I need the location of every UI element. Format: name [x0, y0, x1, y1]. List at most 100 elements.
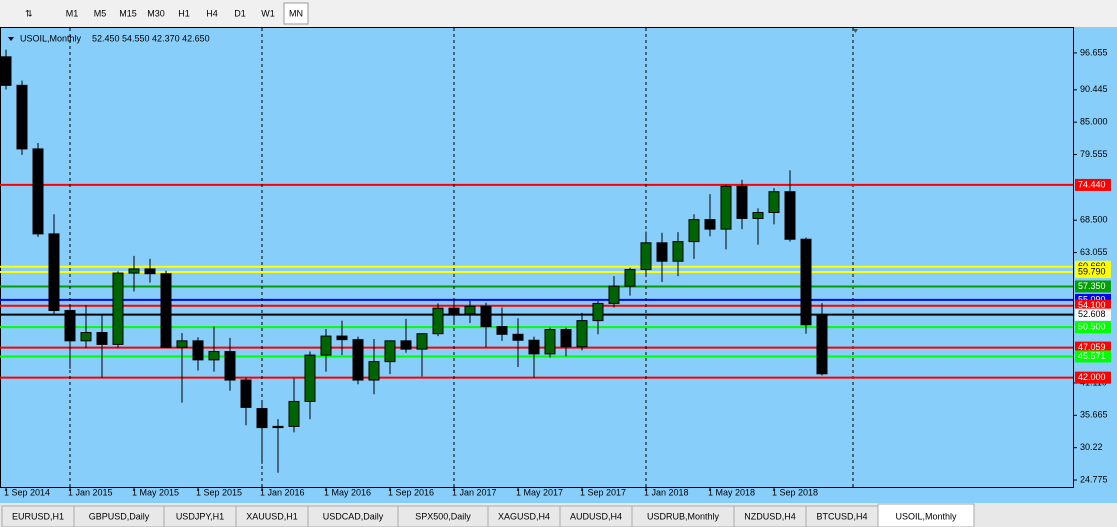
- tab-label[interactable]: NZDUSD,H4: [744, 511, 796, 521]
- price-level-label: 45.571: [1078, 351, 1106, 361]
- price-level-label: 42.000: [1078, 372, 1106, 382]
- candle-body: [768, 191, 780, 213]
- y-tick-label: 35.665: [1080, 410, 1108, 420]
- candle-body: [624, 269, 636, 287]
- price-level-label: 50.500: [1078, 322, 1106, 332]
- candle-body: [288, 400, 300, 427]
- candle-body: [576, 320, 588, 348]
- candle-body: [256, 408, 268, 429]
- candle-body: [432, 307, 444, 335]
- candle-body: [800, 238, 812, 326]
- timeframe-button[interactable]: M15: [119, 8, 137, 18]
- candle-body: [112, 272, 124, 345]
- x-tick-label: 1 Sep 2015: [196, 487, 242, 497]
- candle-body: [400, 340, 412, 350]
- candle-body: [784, 191, 796, 240]
- y-tick-label: 90.445: [1080, 84, 1108, 94]
- candle-body: [368, 361, 380, 381]
- shift-marker: [853, 29, 858, 33]
- tab-label[interactable]: AUDUSD,H4: [570, 511, 622, 521]
- price-level-tag: [1075, 178, 1111, 191]
- candle-body: [352, 339, 364, 381]
- plot-border: [0, 27, 1074, 488]
- price-level-label: 74.440: [1078, 179, 1106, 189]
- x-tick-label: 1 Sep 2014: [4, 487, 50, 497]
- x-tick-label: 1 May 2017: [516, 487, 563, 497]
- tab-label[interactable]: USDRUB,Monthly: [647, 511, 720, 521]
- candle-body: [320, 335, 332, 356]
- tab-label[interactable]: EURUSD,H1: [12, 511, 64, 521]
- candle-body: [208, 351, 220, 361]
- timeframe-button[interactable]: D1: [234, 8, 246, 18]
- candle-body: [640, 242, 652, 271]
- y-tick-label: 79.555: [1080, 149, 1108, 159]
- candle-body: [672, 241, 684, 262]
- candle-body: [608, 285, 620, 304]
- tab-label[interactable]: XAGUSD,H4: [498, 511, 550, 521]
- tab-label[interactable]: SPX500,Daily: [415, 511, 471, 521]
- tab-label[interactable]: XAUUSD,H1: [246, 511, 298, 521]
- y-tick-label: 30.22: [1080, 442, 1103, 452]
- candle-body: [240, 379, 252, 408]
- timeframe-button[interactable]: W1: [261, 8, 275, 18]
- x-tick-label: 1 Sep 2018: [772, 487, 818, 497]
- price-level-tag: [1075, 350, 1111, 363]
- price-level-tag: [1075, 371, 1111, 384]
- tab-active[interactable]: [877, 503, 975, 527]
- timeframe-button[interactable]: H4: [206, 8, 218, 18]
- toolbar-button-active: [283, 2, 309, 25]
- candle-body: [304, 354, 316, 402]
- tab-label[interactable]: USDCAD,Daily: [323, 511, 384, 521]
- candle-body: [752, 211, 764, 219]
- price-level-tag: [1075, 280, 1111, 293]
- timeframe-button[interactable]: M1: [66, 8, 79, 18]
- x-tick-label: 1 Jan 2015: [68, 487, 113, 497]
- candle-body: [544, 329, 556, 355]
- tab-label[interactable]: USOIL,Monthly: [895, 511, 957, 521]
- price-level-tag: [1075, 321, 1111, 334]
- candle-body: [688, 219, 700, 243]
- timeframe-button[interactable]: MN: [289, 8, 303, 18]
- tab-label[interactable]: GBPUSD,Daily: [89, 511, 150, 521]
- tab-label[interactable]: USDJPY,H1: [176, 511, 224, 521]
- candle-body: [48, 233, 60, 312]
- x-tick-label: 1 May 2018: [708, 487, 755, 497]
- candle-body: [224, 351, 236, 381]
- x-tick-label: 1 Jan 2016: [260, 487, 305, 497]
- tool-icon[interactable]: ⇅: [25, 8, 33, 18]
- candle-body: [528, 339, 540, 355]
- y-tick-label: 85.000: [1080, 117, 1108, 127]
- candle-body: [464, 305, 476, 315]
- candle-body: [816, 315, 828, 375]
- price-level-label: 54.100: [1078, 300, 1106, 310]
- ohlc-label: 52.450 54.550 42.370 42.650: [92, 33, 210, 43]
- timeframe-button[interactable]: H1: [178, 8, 190, 18]
- toolbar: [0, 0, 1117, 27]
- price-level-label: 47.059: [1078, 342, 1106, 352]
- x-tick-label: 1 Jan 2017: [452, 487, 497, 497]
- candle-body: [336, 335, 348, 341]
- candle-body: [32, 148, 44, 235]
- candle-body: [656, 242, 668, 262]
- chart-background: [0, 27, 1117, 503]
- tab-label[interactable]: BTCUSD,H4: [816, 511, 867, 521]
- candle-body: [0, 56, 12, 86]
- candle-body: [176, 340, 188, 348]
- x-tick-label: 1 Sep 2017: [580, 487, 626, 497]
- candle-body: [192, 340, 204, 361]
- y-tick-label: 24.775: [1080, 474, 1108, 484]
- x-tick-label: 1 May 2016: [324, 487, 371, 497]
- price-level-tag: [1075, 265, 1111, 278]
- x-tick-label: 1 May 2015: [132, 487, 179, 497]
- candle-body: [720, 185, 732, 230]
- symbol-label: USOIL,Monthly: [20, 33, 82, 43]
- candle-body: [560, 329, 572, 348]
- candle-body: [704, 219, 716, 230]
- candle-body: [80, 332, 92, 342]
- price-level-label: 55.090: [1078, 294, 1106, 304]
- timeframe-button[interactable]: M5: [94, 8, 107, 18]
- timeframe-button[interactable]: M30: [147, 8, 165, 18]
- candle-body: [480, 305, 492, 328]
- candle-body: [384, 340, 396, 363]
